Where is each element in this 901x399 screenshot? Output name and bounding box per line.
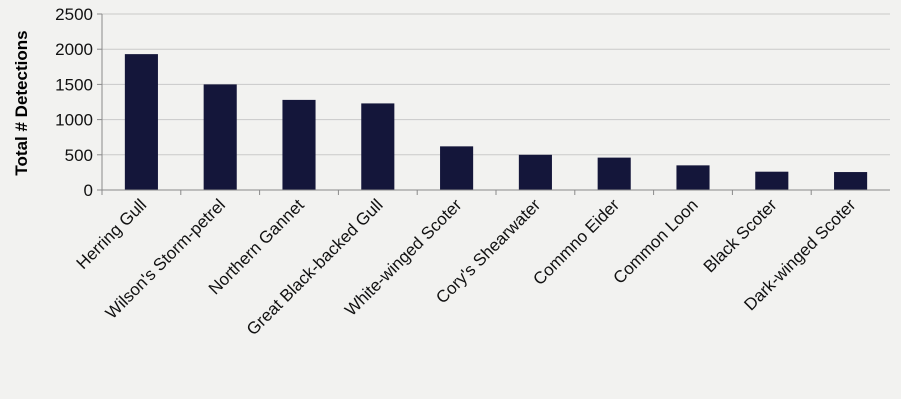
axes	[97, 13, 890, 195]
x-tick-label: Great Black-backed Gull	[243, 195, 387, 339]
x-tick-label: Common Loon	[610, 195, 702, 287]
x-tick-label: Black Scoter	[700, 195, 781, 276]
bars	[124, 54, 868, 191]
y-tick-label: 2000	[55, 40, 93, 59]
y-tick-label: 2500	[55, 5, 93, 24]
bar	[676, 165, 710, 190]
y-tick-label: 1000	[55, 111, 93, 130]
bar	[203, 84, 237, 190]
bar	[597, 157, 631, 190]
bar	[440, 146, 474, 190]
y-tick-label: 500	[65, 146, 93, 165]
y-tick-labels: 0 500 1000 1500 2000 2500	[55, 5, 93, 200]
y-axis-label: Total # Detections	[12, 30, 31, 175]
y-tick-label: 1500	[55, 75, 93, 94]
bar	[361, 103, 395, 190]
bar	[834, 172, 868, 190]
bar	[282, 99, 316, 190]
y-tick-label: 0	[84, 181, 93, 200]
bar	[518, 154, 552, 190]
x-tick-label: Herring Gull	[73, 195, 151, 273]
bar	[755, 171, 789, 190]
bar	[124, 54, 158, 191]
